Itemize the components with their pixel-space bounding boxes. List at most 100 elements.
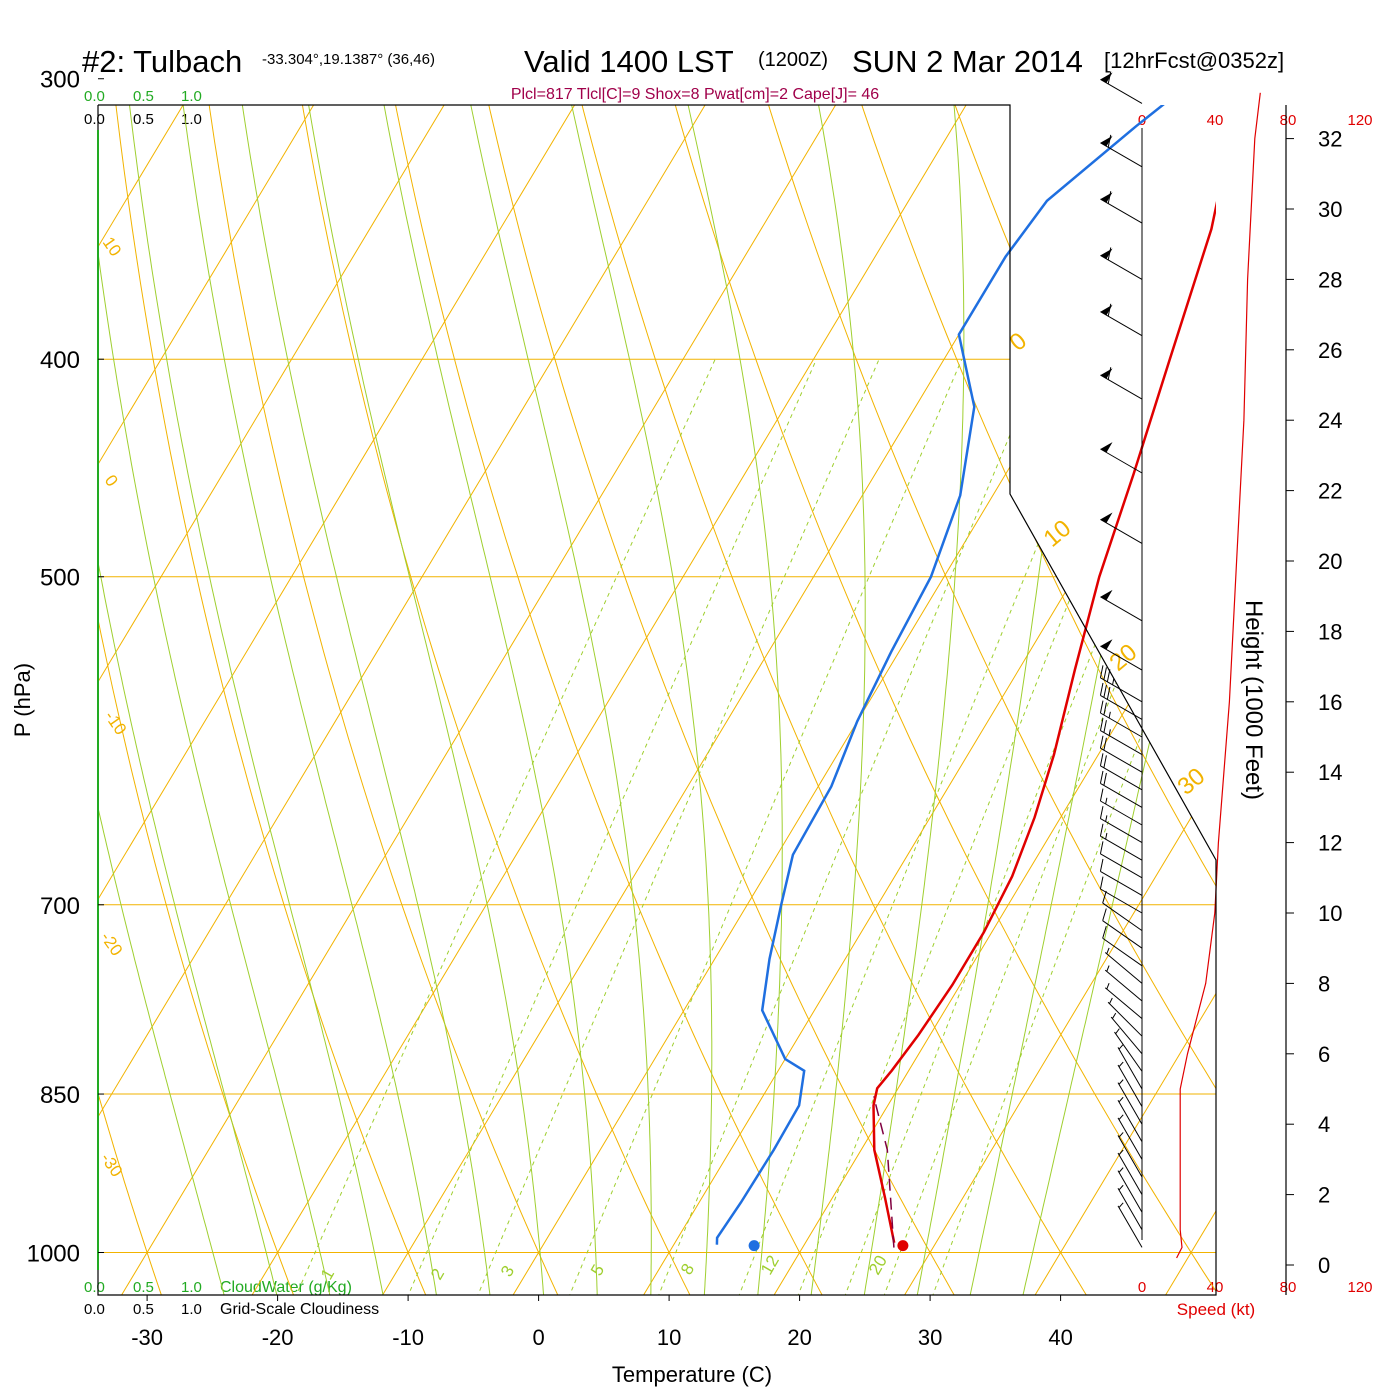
height-tick-label: 4 [1318, 1112, 1330, 1137]
wind-barb [1099, 665, 1143, 703]
cloud-bottom-green-0: 0.0 [84, 1279, 105, 1296]
dry-adiabat-line [347, 105, 841, 1295]
wind-barb-shaft [1100, 800, 1143, 826]
wind-barb-half-flag [1105, 832, 1108, 840]
cloud-top-black-0: 0.0 [84, 111, 105, 128]
mixing-ratio-line [281, 358, 716, 1295]
mixing-ratio-line [556, 359, 963, 1295]
dry-adiabat-line [604, 105, 1216, 1295]
wind-barb-shaft [1117, 1152, 1143, 1195]
wind-barb [1102, 890, 1143, 932]
y-axis-label: P (hPa) [10, 663, 35, 737]
mixing-ratio-line [463, 359, 880, 1295]
moist-adiabat-line [565, 105, 713, 1295]
wind-barb [1102, 926, 1143, 967]
wind-barb-flag [1099, 700, 1104, 714]
station-title: #2: Tulbach [82, 44, 242, 79]
mixing-ratio-line [785, 359, 1167, 1295]
surface-temperature-dot [897, 1240, 909, 1252]
utc-time: (1200Z) [758, 49, 828, 71]
wind-barb-pennant [1100, 135, 1113, 147]
temperature-tick-label: 30 [918, 1325, 942, 1350]
wind-barb-shaft [1100, 448, 1143, 474]
wind-barb-pennant [1100, 192, 1113, 203]
height-tick-label: 20 [1318, 549, 1342, 574]
wind-barb-flag [1099, 753, 1104, 766]
isotherm-label: 30 [1173, 763, 1211, 801]
temperature-tick-label: 10 [657, 1325, 681, 1350]
stability-indices: Plcl=817 Tlcl[C]=9 Shox=8 Pwat[cm]=2 Cap… [511, 86, 879, 103]
pressure-tick-label: 1000 [27, 1241, 80, 1268]
wind-barb [1099, 700, 1143, 738]
cloud-bottom-black-2: 1.0 [181, 1301, 202, 1318]
moist-adiabat-line [98, 105, 234, 1295]
wind-barb [1100, 247, 1143, 280]
dry-adiabat-label: -20 [97, 928, 127, 959]
wind-barb [1117, 1061, 1143, 1107]
wind-barb-shaft [1100, 596, 1143, 622]
height-tick-label: 32 [1318, 127, 1342, 152]
wind-barb-flag [1103, 684, 1107, 698]
wind-barb [1099, 788, 1143, 826]
wind-barb [1104, 982, 1143, 1019]
wind-barb [1099, 841, 1143, 879]
wind-barb [1110, 1012, 1143, 1055]
wind-barb [1117, 1096, 1143, 1143]
pressure-tick-label: 400 [40, 347, 80, 374]
wind-barb [1100, 589, 1143, 622]
cloud-top-green-2: 1.0 [181, 88, 202, 105]
wind-barb-half-flag [1118, 1079, 1124, 1085]
wind-barb-shaft [1100, 254, 1143, 280]
wind-barb-pennant [1100, 512, 1113, 523]
wind-barb [1117, 1202, 1143, 1248]
wind-barb [1100, 71, 1143, 104]
temperature-tick-label: -30 [131, 1325, 163, 1350]
height-tick-label: 2 [1318, 1183, 1330, 1208]
height-tick-label: 8 [1318, 971, 1330, 996]
cloud-top-green-1: 0.5 [133, 88, 154, 105]
height-tick-label: 28 [1318, 267, 1342, 292]
wind-panel [1099, 71, 1261, 1259]
height-tick-label: 18 [1318, 619, 1342, 644]
wind-barb [1104, 947, 1143, 984]
wind-barb-flag [1102, 908, 1107, 921]
dry-adiabat-line [1377, 0, 1400, 1328]
wind-barb-shaft [1104, 969, 1143, 1002]
wind-barb-shaft [1100, 374, 1143, 400]
wind-barb [1117, 1079, 1143, 1125]
wind-barb-half-flag [1112, 1012, 1117, 1019]
wind-barb-shaft [1102, 902, 1143, 932]
axes: 2503004005007008501000-30-20-10010203040… [27, 67, 1343, 1350]
wind-barb-shaft [1117, 1099, 1143, 1143]
temperature-tick-label: -20 [262, 1325, 294, 1350]
x-axis-label: Temperature (C) [612, 1362, 772, 1387]
wind-barb-flag [1103, 667, 1107, 680]
plot-frame [97, 104, 1217, 1296]
wind-barb-flag [1103, 772, 1107, 786]
wind-barb-half-flag [1118, 1114, 1124, 1120]
wind-barb-shaft [1117, 1082, 1143, 1125]
moist-adiabat-line [1015, 105, 1216, 1295]
forecast-info: [12hrFcst@0352z] [1104, 48, 1284, 73]
isotherm-line [1015, 105, 1216, 1295]
dry-adiabat-line [98, 105, 440, 1295]
wind-barb-half-flag [1109, 997, 1113, 1004]
wind-barb-shaft [1117, 1047, 1143, 1090]
mixing-ratio-label: 2 [427, 1265, 448, 1283]
wind-barb-shaft [1100, 518, 1143, 544]
dry-adiabat-line [1291, 0, 1400, 1328]
wind-barb-pennant [1100, 72, 1113, 83]
wind-barb-shaft [1100, 782, 1143, 808]
wind-barb-shaft [1102, 937, 1143, 967]
wind-barb-pennant [1100, 589, 1113, 601]
wind-barb-shaft [1110, 1016, 1143, 1055]
wind-barb-shaft [1104, 987, 1143, 1019]
wind-barb-pennant [1100, 304, 1113, 316]
wind-barb-pennant [1100, 368, 1113, 379]
parcel-path [872, 1096, 895, 1248]
sounding-profiles [715, 105, 1216, 1252]
wind-barb-flag [1099, 718, 1104, 731]
wind-barb-flag [1099, 823, 1104, 837]
mixing-ratio-line [726, 359, 1114, 1295]
